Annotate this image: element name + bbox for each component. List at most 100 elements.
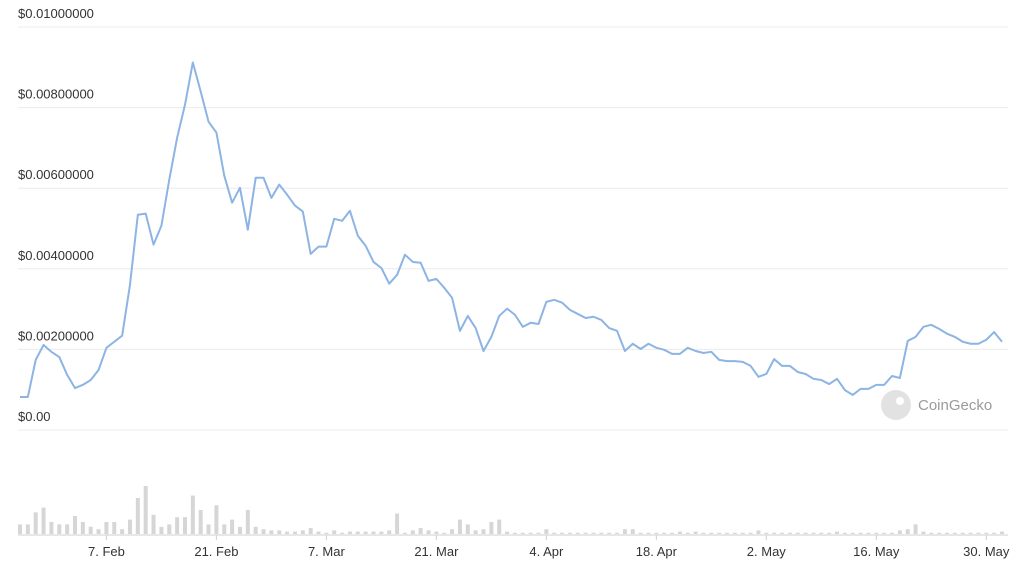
grid: $0.00 $0.00200000 $0.00400000 $0.00600000 $0… xyxy=(18,6,1008,431)
volume-bar xyxy=(285,531,290,534)
y-tick-label: $0.00400000 xyxy=(18,248,94,263)
volume-bar xyxy=(65,524,70,534)
volume-bar xyxy=(347,531,352,534)
volume-bar xyxy=(214,505,219,534)
volume-bar xyxy=(772,532,777,534)
x-tick-label: 18. Apr xyxy=(636,544,678,559)
volume-bar xyxy=(426,530,431,534)
volume-bar xyxy=(387,530,392,534)
volume-bar xyxy=(882,532,887,534)
volume-bar xyxy=(583,532,588,534)
volume-bar xyxy=(245,510,250,534)
watermark-icon xyxy=(881,390,911,420)
volume-bar xyxy=(497,519,502,534)
volume-bar xyxy=(795,532,800,534)
volume-bar xyxy=(748,532,753,534)
volume-bar xyxy=(253,526,258,534)
volume-bars xyxy=(18,486,1004,534)
volume-bar xyxy=(395,513,400,534)
volume-bar xyxy=(811,532,816,534)
volume-bar xyxy=(536,532,541,534)
x-tick-label: 4. Apr xyxy=(529,544,564,559)
volume-bar xyxy=(560,532,565,534)
volume-bar xyxy=(866,532,871,534)
volume-bar xyxy=(465,524,470,534)
volume-bar xyxy=(842,532,847,534)
volume-bar xyxy=(725,532,730,534)
volume-bar xyxy=(190,495,195,534)
volume-bar xyxy=(717,532,722,534)
volume-bar xyxy=(544,529,549,534)
volume-bar xyxy=(57,524,62,534)
volume-bar xyxy=(324,532,329,534)
volume-bar xyxy=(764,532,769,534)
volume-bar xyxy=(143,486,148,534)
volume-bar xyxy=(112,522,117,534)
volume-bar xyxy=(434,531,439,534)
volume-bar xyxy=(481,529,486,534)
volume-bar xyxy=(701,532,706,534)
x-tick-label: 21. Feb xyxy=(194,544,238,559)
volume-bar xyxy=(654,532,659,534)
volume-bar xyxy=(489,522,494,534)
x-tick-label: 7. Feb xyxy=(88,544,125,559)
volume-bar xyxy=(340,532,345,534)
watermark: CoinGecko xyxy=(881,390,992,420)
volume-bar xyxy=(450,529,455,534)
volume-bar xyxy=(575,532,580,534)
volume-bar xyxy=(528,532,533,534)
volume-bar xyxy=(512,532,517,534)
volume-bar xyxy=(960,532,965,534)
x-tick-label: 21. Mar xyxy=(414,544,459,559)
volume-bar xyxy=(442,532,447,534)
volume-bar xyxy=(473,530,478,534)
watermark-text: CoinGecko xyxy=(918,397,992,414)
volume-bar xyxy=(740,532,745,534)
volume-bar xyxy=(937,532,942,534)
volume-bar xyxy=(732,532,737,534)
x-tick-label: 7. Mar xyxy=(308,544,346,559)
y-tick-label: $0.01000000 xyxy=(18,6,94,21)
volume-bar xyxy=(638,532,643,534)
volume-bar xyxy=(662,532,667,534)
volume-bar xyxy=(921,531,926,534)
y-tick-label: $0.00200000 xyxy=(18,328,94,343)
volume-bar xyxy=(159,526,164,534)
volume-bar xyxy=(418,528,423,534)
volume-bar xyxy=(552,532,557,534)
volume-bar xyxy=(49,522,54,534)
volume-bar xyxy=(371,531,376,534)
watermark-icon-eye xyxy=(896,397,904,405)
volume-bar xyxy=(457,519,462,534)
volume-bar xyxy=(897,530,902,534)
y-tick-label: $0.00800000 xyxy=(18,87,94,102)
volume-bar xyxy=(685,532,690,534)
x-tick-label: 2. May xyxy=(747,544,787,559)
x-tick-label: 30. May xyxy=(963,544,1010,559)
volume-bar xyxy=(599,532,604,534)
volume-bar xyxy=(952,532,957,534)
volume-bar xyxy=(858,532,863,534)
volume-bar xyxy=(591,532,596,534)
volume-bar xyxy=(316,531,321,534)
volume-bar xyxy=(120,529,125,534)
volume-bar xyxy=(827,532,832,534)
y-tick-label: $0.00 xyxy=(18,409,51,424)
volume-bar xyxy=(135,498,140,534)
volume-bar xyxy=(520,532,525,534)
volume-bar xyxy=(175,517,180,534)
volume-bar xyxy=(505,531,510,534)
volume-bar xyxy=(18,524,22,534)
volume-bar xyxy=(646,532,651,534)
volume-bar xyxy=(992,532,997,534)
price-line xyxy=(20,61,1003,398)
volume-bar xyxy=(693,531,698,534)
volume-bar xyxy=(33,512,38,534)
volume-bar xyxy=(1000,531,1004,534)
volume-bar xyxy=(929,532,934,534)
volume-bar xyxy=(787,532,792,534)
volume-bar xyxy=(905,529,910,534)
volume-bar xyxy=(72,516,77,534)
volume-bar xyxy=(819,532,824,534)
